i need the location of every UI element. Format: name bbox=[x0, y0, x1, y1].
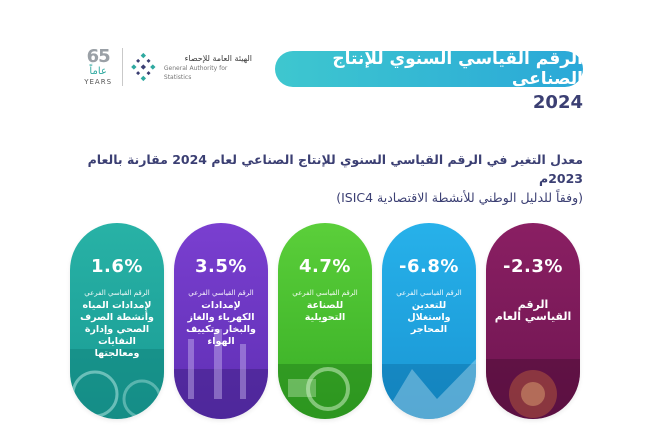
logo: 65 عاماً YEARS الهيئة العامة للإحصاء Gen… bbox=[82, 44, 252, 90]
org-name-arabic: الهيئة العامة للإحصاء bbox=[184, 53, 252, 63]
card-water: 1.6% الرقم القياسي الفرعي لإمدادات الميا… bbox=[70, 223, 164, 419]
logo-divider bbox=[122, 48, 124, 86]
card-value: 1.6% bbox=[91, 256, 143, 277]
water-treatment-image bbox=[70, 349, 164, 419]
card-value: -6.8% bbox=[399, 256, 459, 277]
card-value: 4.7% bbox=[299, 256, 351, 277]
anniversary-badge: 65 عاماً YEARS bbox=[82, 45, 114, 87]
page-title: الرقم القياسي السنوي للإنتاج الصناعي bbox=[275, 49, 583, 89]
card-electricity: 3.5% الرقم القياسي الفرعي لإمدادات الكهر… bbox=[174, 223, 268, 419]
card-label: لإمدادات المياه وأنشطة الصرف الصحي وإدار… bbox=[80, 300, 154, 359]
card-label: الرقم القياسي العام bbox=[494, 298, 572, 323]
anniversary-number: 65 bbox=[86, 45, 111, 67]
card-value: -2.3% bbox=[503, 256, 563, 277]
anniversary-years: YEARS bbox=[84, 77, 113, 86]
gastat-logo-icon bbox=[131, 52, 156, 82]
card-subtitle: الرقم القياسي الفرعي bbox=[188, 289, 254, 297]
card-general-index: -2.3% الرقم القياسي العام bbox=[486, 223, 580, 419]
card-label: لإمدادات الكهرباء والغاز والبخار وتكييف … bbox=[186, 300, 256, 347]
year-label: 2024 bbox=[532, 92, 583, 113]
card-label: للتعدين واستغلال المحاجر bbox=[407, 300, 451, 335]
card-manufacturing: 4.7% الرقم القياسي الفرعي للصناعة التحوي… bbox=[278, 223, 372, 419]
org-name: الهيئة العامة للإحصاء General Authority … bbox=[164, 53, 252, 82]
index-cards: 1.6% الرقم القياسي الفرعي لإمدادات الميا… bbox=[70, 223, 580, 419]
org-name-english: General Authority for Statistics bbox=[163, 64, 228, 81]
card-value: 3.5% bbox=[195, 256, 247, 277]
card-label: للصناعة التحويلية bbox=[304, 300, 346, 323]
subtitle-line-2: (وفقاً للدليل الوطني للأنشطة الاقتصادية … bbox=[336, 190, 583, 205]
card-subtitle: الرقم القياسي الفرعي bbox=[84, 289, 150, 297]
subtitle-line-1: معدل التغير في الرقم القياسي السنوي للإن… bbox=[87, 152, 583, 186]
card-mining: -6.8% الرقم القياسي الفرعي للتعدين واستغ… bbox=[382, 223, 476, 419]
card-subtitle: الرقم القياسي الفرعي bbox=[396, 289, 462, 297]
power-plant-image bbox=[174, 329, 268, 419]
machinery-image bbox=[278, 364, 372, 419]
mining-image bbox=[382, 359, 476, 419]
subtitle: معدل التغير في الرقم القياسي السنوي للإن… bbox=[63, 150, 583, 207]
anniversary-arabic: عاماً bbox=[89, 65, 107, 77]
refinery-image bbox=[486, 359, 580, 419]
card-subtitle: الرقم القياسي الفرعي bbox=[292, 289, 358, 297]
